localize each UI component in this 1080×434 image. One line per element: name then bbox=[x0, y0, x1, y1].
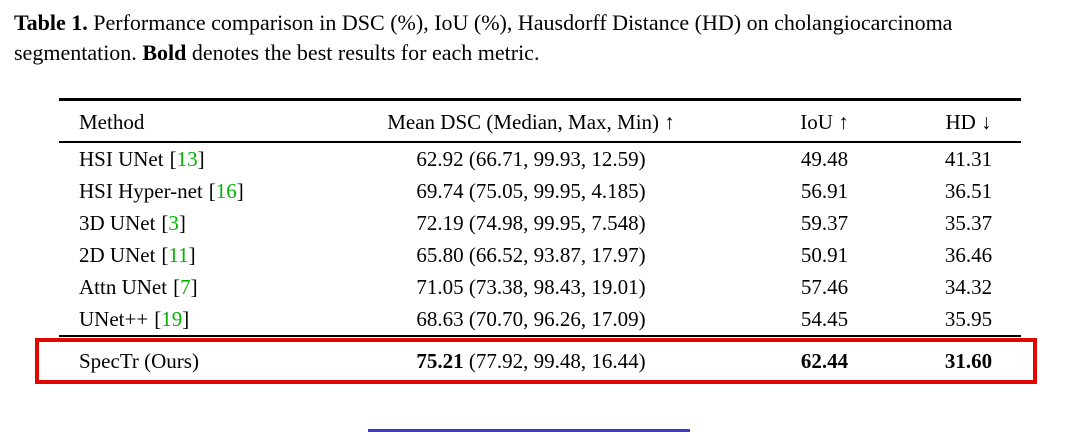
dsc-cell: 62.92 (66.71, 99.93, 12.59) bbox=[329, 143, 733, 175]
dsc-detail: (75.05, 99.95, 4.185) bbox=[468, 178, 646, 203]
hd-cell: 35.95 bbox=[944, 306, 993, 331]
dsc-cell: 75.21 (77.92, 99.48, 16.44) bbox=[329, 345, 733, 377]
dsc-mean: 68.63 bbox=[416, 306, 464, 331]
hd-cell: 36.51 bbox=[944, 178, 993, 203]
citation-link[interactable]: [7] bbox=[173, 275, 198, 299]
dsc-mean: 72.19 bbox=[416, 210, 464, 235]
bracket-close: ] bbox=[197, 146, 205, 171]
dsc-mean: 71.05 bbox=[416, 274, 464, 299]
method-cell: HSI UNet [13] bbox=[59, 143, 329, 175]
method-name: HSI UNet bbox=[79, 146, 164, 171]
header-dsc: Mean DSC (Median, Max, Min) ↑ bbox=[387, 109, 675, 134]
dsc-cell: 72.19 (74.98, 99.95, 7.548) bbox=[329, 207, 733, 239]
citation-link[interactable]: [3] bbox=[161, 211, 186, 235]
hd-cell-best: 31.60 bbox=[944, 348, 993, 373]
dsc-cell: 69.74 (75.05, 99.95, 4.185) bbox=[329, 175, 733, 207]
hd-cell: 36.46 bbox=[944, 242, 993, 267]
dsc-mean: 62.92 bbox=[416, 146, 464, 171]
table-row: HSI UNet [13] 62.92 (66.71, 99.93, 12.59)… bbox=[59, 143, 1021, 175]
header-iou: IoU ↑ bbox=[800, 109, 849, 134]
bracket-open: [ bbox=[161, 210, 169, 235]
hd-cell: 34.32 bbox=[944, 274, 993, 299]
method-name: 2D UNet bbox=[79, 242, 156, 267]
dsc-mean: 65.80 bbox=[416, 242, 464, 267]
dsc-detail: (70.70, 96.26, 17.09) bbox=[468, 306, 646, 331]
table-header-rule bbox=[59, 140, 1021, 143]
dsc-detail: (74.98, 99.95, 7.548) bbox=[468, 210, 646, 235]
bracket-open: [ bbox=[208, 178, 216, 203]
table-row: 2D UNet [11] 65.80 (66.52, 93.87, 17.97) … bbox=[59, 239, 1021, 271]
citation-number: 16 bbox=[215, 178, 237, 203]
caption-label: Table 1. bbox=[14, 10, 88, 35]
method-cell: 2D UNet [11] bbox=[59, 239, 329, 271]
results-table: Method Mean DSC (Median, Max, Min) ↑ IoU… bbox=[35, 97, 1037, 384]
dsc-cell: 68.63 (70.70, 96.26, 17.09) bbox=[329, 303, 733, 335]
method-name: HSI Hyper-net bbox=[79, 178, 203, 203]
bracket-close: ] bbox=[188, 242, 196, 267]
bracket-open: [ bbox=[154, 306, 162, 331]
dsc-mean: 69.74 bbox=[416, 178, 464, 203]
method-name: UNet++ bbox=[79, 306, 149, 331]
table-header-row: Method Mean DSC (Median, Max, Min) ↑ IoU… bbox=[59, 101, 1021, 141]
table-row: 3D UNet [3] 72.19 (74.98, 99.95, 7.548) 5… bbox=[59, 207, 1021, 239]
dsc-detail: (66.71, 99.93, 12.59) bbox=[468, 146, 646, 171]
table-row: Attn UNet [7] 71.05 (73.38, 98.43, 19.01)… bbox=[59, 271, 1021, 303]
citation-number: 7 bbox=[180, 274, 191, 299]
highlighted-best-row: SpecTr (Ours) 75.21 (77.92, 99.48, 16.44… bbox=[35, 337, 1037, 384]
dsc-detail: (77.92, 99.48, 16.44) bbox=[468, 348, 646, 373]
citation-number: 19 bbox=[161, 306, 183, 331]
dsc-cell: 65.80 (66.52, 93.87, 17.97) bbox=[329, 239, 733, 271]
iou-cell-best: 62.44 bbox=[800, 348, 849, 373]
bracket-open: [ bbox=[169, 146, 177, 171]
caption-text-1: Performance comparison in DSC (%), IoU (… bbox=[14, 10, 953, 65]
dsc-mean-best: 75.21 bbox=[416, 348, 464, 373]
citation-number: 13 bbox=[176, 146, 198, 171]
iou-cell: 57.46 bbox=[800, 274, 849, 299]
caption-text-2: denotes the best results for each metric… bbox=[186, 39, 540, 65]
iou-cell: 49.48 bbox=[800, 146, 849, 171]
table-row: HSI Hyper-net [16] 69.74 (75.05, 99.95, 4… bbox=[59, 175, 1021, 207]
hd-cell: 35.37 bbox=[944, 210, 993, 235]
dsc-cell: 71.05 (73.38, 98.43, 19.01) bbox=[329, 271, 733, 303]
citation-link[interactable]: [13] bbox=[170, 147, 205, 171]
hd-cell: 41.31 bbox=[944, 146, 993, 171]
method-name: 3D UNet bbox=[79, 210, 156, 235]
citation-link[interactable]: [19] bbox=[154, 307, 189, 331]
citation-number: 3 bbox=[168, 210, 179, 235]
method-cell: UNet++ [19] bbox=[59, 303, 329, 335]
bracket-open: [ bbox=[161, 242, 169, 267]
dsc-detail: (73.38, 98.43, 19.01) bbox=[468, 274, 646, 299]
citation-link[interactable]: [16] bbox=[209, 179, 244, 203]
method-cell: SpecTr (Ours) bbox=[79, 348, 199, 373]
method-cell: 3D UNet [3] bbox=[59, 207, 329, 239]
iou-cell: 50.91 bbox=[800, 242, 849, 267]
dsc-detail: (66.52, 93.87, 17.97) bbox=[468, 242, 646, 267]
table-caption: Table 1. Performance comparison in DSC (… bbox=[14, 8, 1062, 68]
bracket-close: ] bbox=[236, 178, 244, 203]
bracket-open: [ bbox=[173, 274, 181, 299]
table-top-rule bbox=[59, 97, 1021, 101]
table-bottom-rule bbox=[59, 334, 1021, 337]
method-cell: HSI Hyper-net [16] bbox=[59, 175, 329, 207]
table-row: UNet++ [19] 68.63 (70.70, 96.26, 17.09) 5… bbox=[59, 303, 1021, 335]
bracket-close: ] bbox=[178, 210, 186, 235]
header-hd: HD ↓ bbox=[945, 109, 992, 134]
caption-bold-word: Bold bbox=[142, 39, 187, 65]
bracket-close: ] bbox=[190, 274, 198, 299]
bottom-blue-rule bbox=[368, 429, 690, 432]
bracket-close: ] bbox=[182, 306, 190, 331]
citation-number: 11 bbox=[168, 242, 189, 267]
iou-cell: 56.91 bbox=[800, 178, 849, 203]
method-cell: Attn UNet [7] bbox=[59, 271, 329, 303]
iou-cell: 54.45 bbox=[800, 306, 849, 331]
method-name: Attn UNet bbox=[79, 274, 168, 299]
citation-link[interactable]: [11] bbox=[161, 243, 195, 267]
header-method: Method bbox=[79, 109, 145, 134]
iou-cell: 59.37 bbox=[800, 210, 849, 235]
